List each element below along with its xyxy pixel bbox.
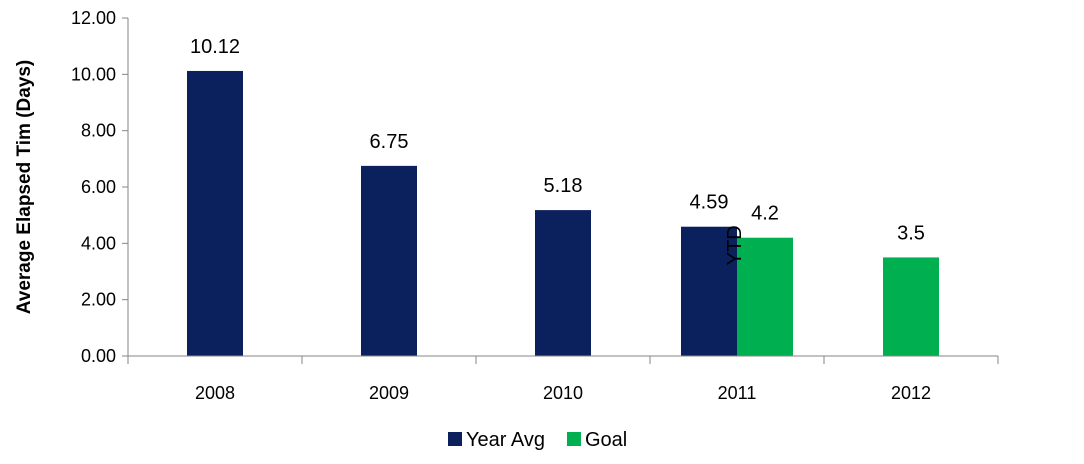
bar-year-avg-2008 <box>187 70 243 356</box>
y-tick-label: 8.00 <box>81 121 116 141</box>
legend-swatch <box>448 432 462 446</box>
y-tick-label: 10.00 <box>71 64 116 84</box>
y-tick-label: 4.00 <box>81 233 116 253</box>
legend: Year Avg Goal <box>448 429 627 451</box>
bar-goal-2011 <box>737 237 793 356</box>
data-labels: 10.12 6.75 5.18 4.59 4.2 3.5 YTD <box>190 36 925 265</box>
x-tick-label: 2008 <box>195 383 235 403</box>
x-tick-label: 2009 <box>369 383 409 403</box>
y-tick-label: 0.00 <box>81 346 116 366</box>
bar-year-avg-2009 <box>361 165 417 356</box>
data-label: 4.2 <box>751 203 779 225</box>
x-tick-label: 2012 <box>891 383 931 403</box>
x-tick-label: 2011 <box>718 383 757 403</box>
legend-swatch <box>566 432 581 446</box>
y-tick-label: 6.00 <box>81 177 116 197</box>
axes: 0.00 2.00 4.00 6.00 8.00 10.00 12.00 2008 2009 20… <box>71 8 999 403</box>
bar-year-avg-2010 <box>535 210 591 356</box>
y-tick-label: 12.00 <box>71 8 116 28</box>
bar-year-avg-2011 <box>681 226 737 356</box>
data-label: 6.75 <box>370 131 409 153</box>
legend-label: Year Avg <box>466 429 545 451</box>
data-label: 10.12 <box>190 36 240 58</box>
bar-goal-2012 <box>883 257 939 356</box>
data-label: 5.18 <box>544 175 583 197</box>
data-label: 4.59 <box>690 192 729 214</box>
x-tick-label: 2010 <box>543 383 583 403</box>
legend-label: Goal <box>585 429 627 451</box>
y-axis-label: Average Elapsed Tim (Days) <box>14 60 35 315</box>
bars <box>187 70 939 356</box>
y-tick-label: 2.00 <box>81 290 116 310</box>
data-label: 3.5 <box>897 222 925 244</box>
ytd-annotation: YTD <box>724 225 746 265</box>
